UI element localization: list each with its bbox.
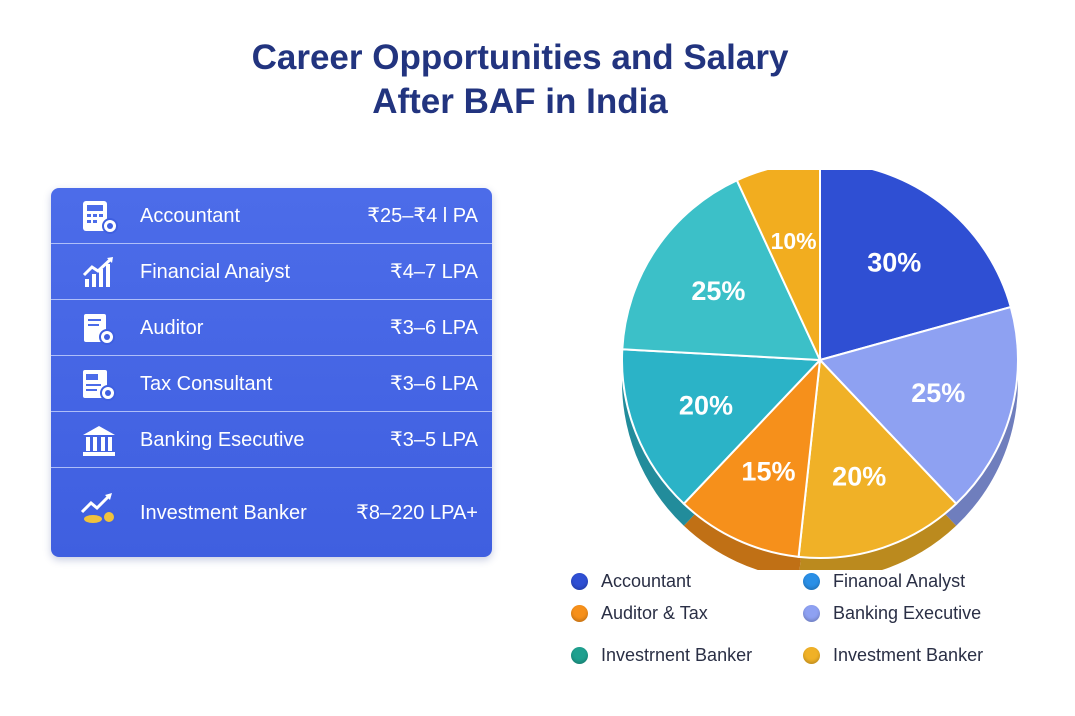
pie-slice-label-5: 25% (691, 276, 745, 306)
title-line-1: Career Opportunities and Salary (251, 38, 789, 77)
legend-swatch (571, 647, 588, 664)
job-title: Banking Esecutive (140, 429, 305, 451)
legend-label: Investment Banker (833, 645, 984, 665)
job-title: Investment Banker (140, 502, 307, 524)
legend-swatch (571, 573, 588, 590)
pie-slice-5 (621, 178, 822, 362)
legend-swatch (803, 573, 820, 590)
audit-document-icon (84, 314, 115, 345)
legend-label: Finanoal Analyst (833, 571, 966, 591)
pie-slice-label-2: 20% (832, 461, 886, 491)
table-row: Auditor ₹3–6 LPA (51, 300, 492, 356)
bank-building-icon (83, 426, 115, 456)
salary-range: ₹8–220 LPA+ (356, 502, 478, 524)
salary-range: ₹3–6 LPA (390, 317, 478, 339)
pie-slice-label-0: 30% (867, 247, 921, 277)
calculator-icon (83, 201, 118, 234)
legend-swatch (803, 647, 820, 664)
pie-slice-0 (819, 170, 1013, 362)
pie-slice-4 (621, 348, 823, 506)
pie-chart: 30% 25% 20% 15% 20% 25% 10% (621, 170, 1019, 570)
pie-slice-label-3: 15% (741, 456, 795, 486)
job-title: Auditor (140, 317, 204, 339)
legend-swatch (803, 605, 820, 622)
legend-label: Auditor & Tax (601, 603, 708, 623)
job-title: Accountant (140, 205, 241, 227)
pie-slice-label-4: 20% (679, 390, 733, 420)
table-row: Accountant ₹25–₹4 l PA (51, 188, 492, 244)
table-row: Investment Banker ₹8–220 LPA+ (51, 468, 492, 557)
salary-table: Accountant ₹25–₹4 l PA Financial Anaiyst… (51, 188, 492, 557)
legend-label: Accountant (601, 571, 692, 591)
table-row: Banking Esecutive ₹3–5 LPA (51, 412, 492, 468)
title-line-2: After BAF in India (372, 82, 668, 121)
pie-slice-6 (735, 170, 821, 361)
job-title: Tax Consultant (140, 373, 273, 395)
pie-slice-label-6: 10% (771, 228, 817, 254)
pie-slice-label-1: 25% (911, 378, 965, 408)
salary-range: ₹3–5 LPA (390, 429, 478, 451)
job-title: Financial Anaiyst (140, 261, 291, 283)
salary-range: ₹3–6 LPA (390, 373, 478, 395)
legend-label: Investrnent Banker (601, 645, 753, 665)
legend-swatch (571, 605, 588, 622)
salary-range: ₹25–₹4 l PA (367, 205, 478, 227)
table-row: Tax Consultant ₹3–6 LPA (51, 356, 492, 412)
pie-slice-1 (818, 305, 1019, 506)
investment-coins-icon (80, 493, 116, 524)
pie-slice-2 (797, 357, 958, 559)
legend-label: Banking Executive (833, 603, 982, 623)
salary-range: ₹4–7 LPA (390, 261, 478, 283)
growth-chart-icon (82, 257, 113, 287)
table-row: Financial Anaiyst ₹4–7 LPA (51, 244, 492, 300)
tax-document-icon (83, 370, 116, 401)
chart-title: Career Opportunities and Salary After BA… (0, 36, 1040, 124)
pie-slice-3 (682, 357, 822, 558)
